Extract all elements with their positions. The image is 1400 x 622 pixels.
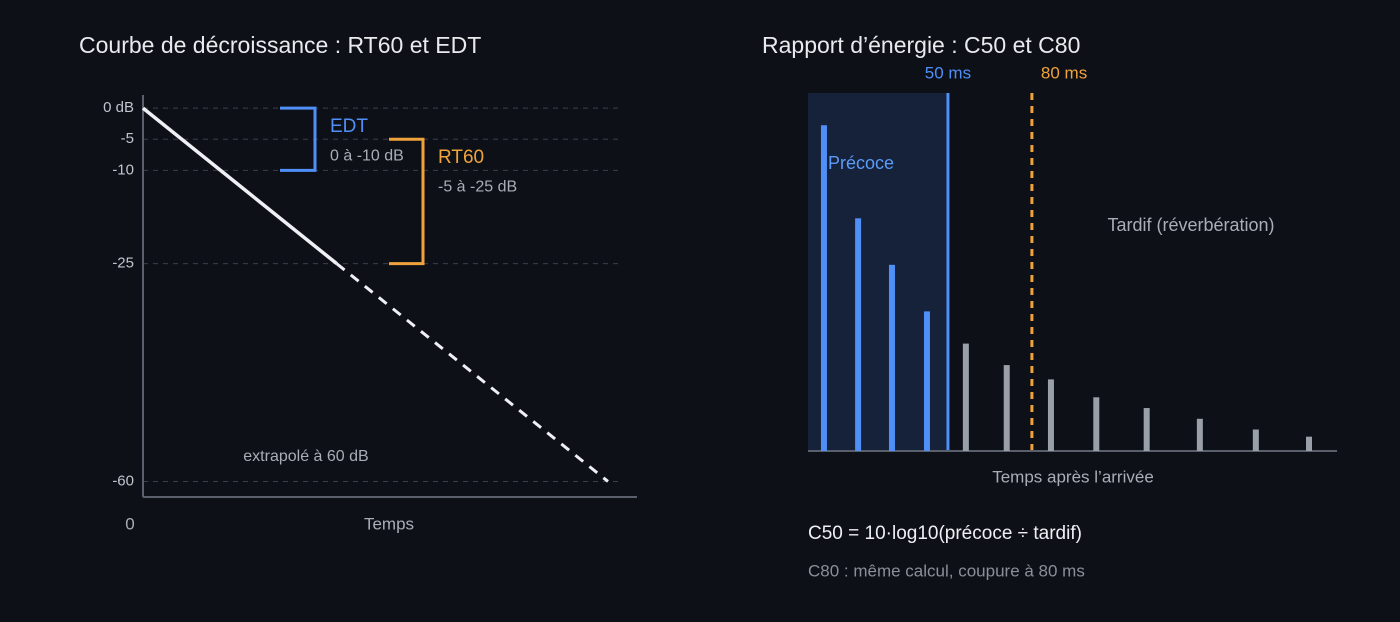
impulse-bar [1047, 379, 1054, 451]
x-axis-label: Temps [364, 514, 414, 533]
decay-line [141, 106, 338, 266]
chart-title: Courbe de décroissance : RT60 et EDT [79, 32, 481, 58]
series-label: Tardif (réverbération) [1107, 215, 1274, 235]
x-tick-label: 0 [125, 514, 134, 533]
y-tick-label: -10 [112, 161, 134, 178]
bracket [280, 106, 317, 172]
y-tick-label: 0 dB [103, 99, 134, 116]
formula: C50 = 10·log10(précoce ÷ tardif) [808, 523, 1082, 544]
decay-line [335, 262, 609, 483]
y-tick-label: -5 [121, 130, 134, 147]
y-tick-label: -25 [112, 255, 134, 272]
impulse-bar [1196, 418, 1203, 451]
impulse-bar [1003, 365, 1010, 451]
y-tick-label: -60 [112, 472, 134, 489]
bracket-range: -5 à -25 dB [438, 178, 517, 195]
bracket-range: 0 à -10 dB [330, 147, 404, 164]
x-axis-label: Temps après l’arrivée [992, 467, 1154, 486]
bracket [389, 137, 425, 266]
series-label: Précoce [828, 153, 894, 173]
note: C80 : même calcul, coupure à 80 ms [808, 561, 1085, 580]
annotation: extrapolé à 60 dB [243, 448, 368, 465]
impulse-bar [855, 218, 862, 451]
impulse-bar [923, 311, 930, 451]
impulse-bar [1306, 436, 1313, 451]
impulse-bar [1143, 408, 1150, 451]
chart-title: Rapport d’énergie : C50 et C80 [762, 32, 1080, 58]
bracket-label: EDT [330, 116, 368, 137]
bracket-label: RT60 [438, 147, 484, 168]
impulse-bar [820, 125, 827, 451]
impulse-bar [888, 264, 895, 451]
cutoff-label: 80 ms [1041, 63, 1087, 82]
impulse-bar [962, 343, 969, 451]
impulse-bar [1252, 429, 1259, 451]
impulse-bar [1093, 397, 1100, 451]
cutoff-label: 50 ms [925, 63, 971, 82]
